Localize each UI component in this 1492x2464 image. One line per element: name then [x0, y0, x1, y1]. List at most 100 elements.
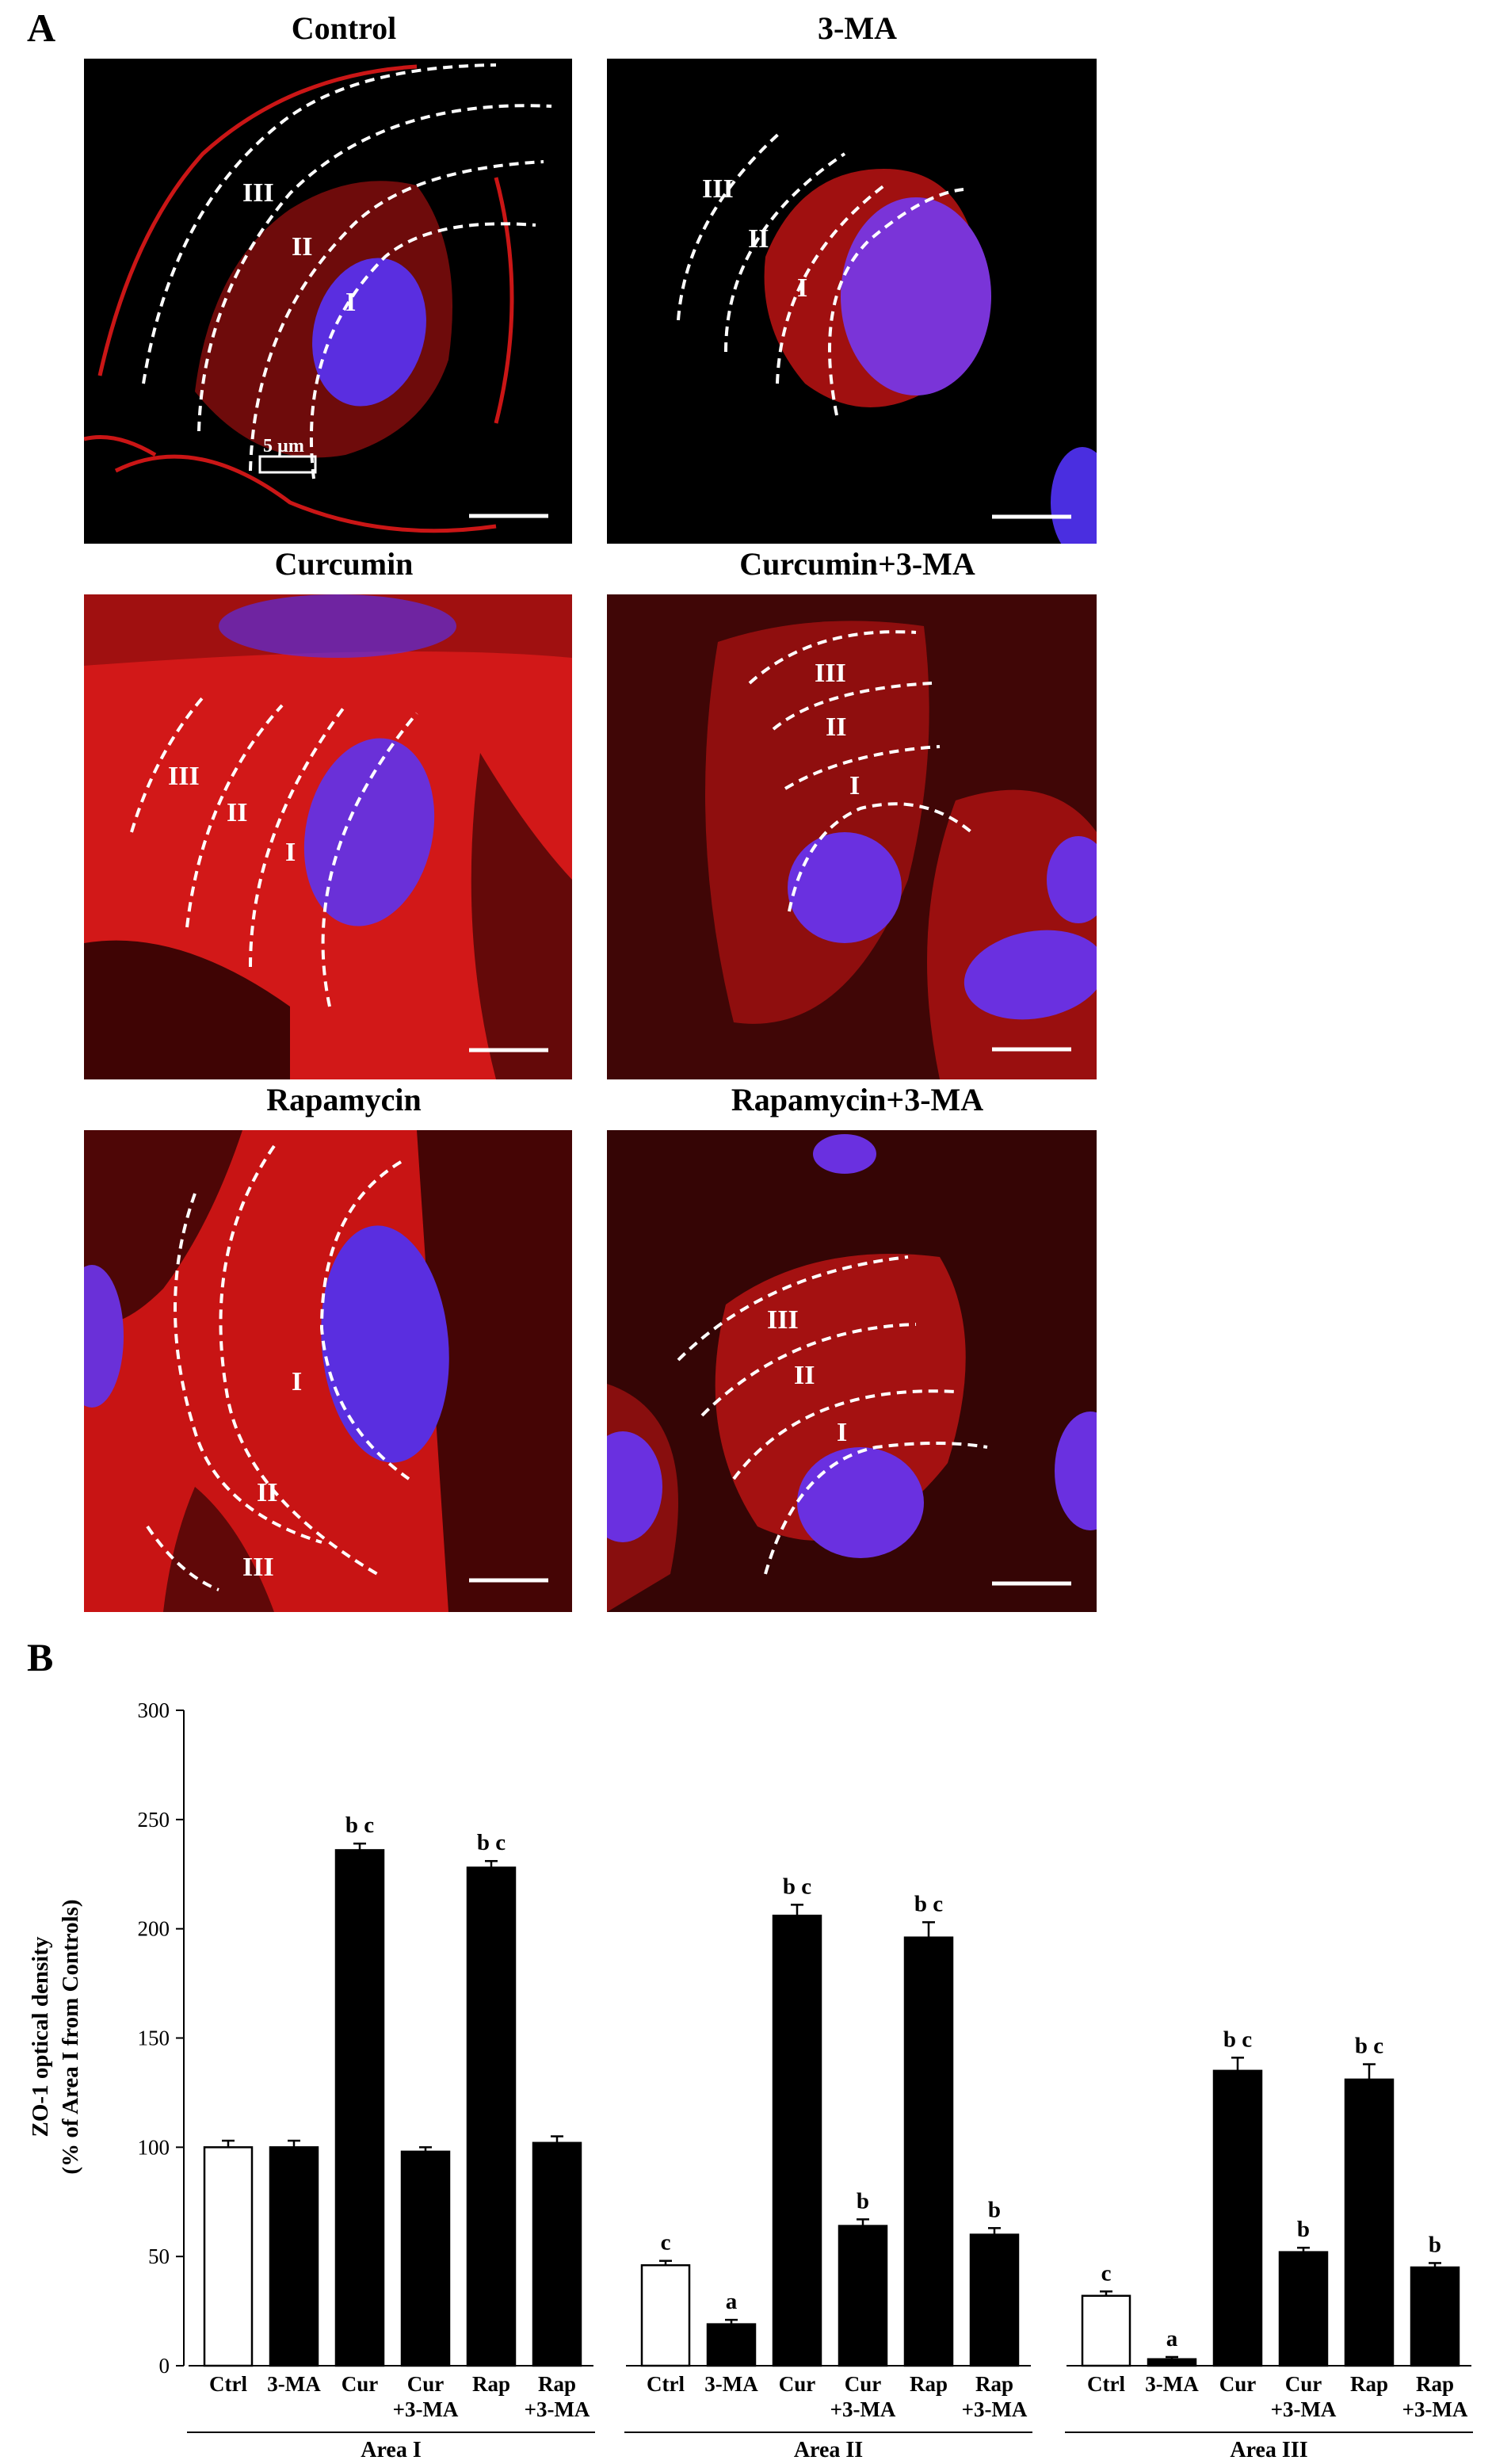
nucleus [312, 258, 426, 407]
category-label: +3-MA [525, 2397, 590, 2421]
nucleus [1047, 836, 1097, 923]
zone-label-ii: II [826, 712, 846, 742]
zone-label-iii: III [168, 762, 200, 791]
group-label: Area I [361, 2438, 421, 2462]
category-label: Ctrl [1087, 2372, 1125, 2396]
micrograph-title-curcumin-3ma: Curcumin+3-MA [739, 546, 975, 582]
category-label: Cur [779, 2372, 816, 2396]
category-label: Cur [342, 2372, 379, 2396]
scale-label: 5 µm [263, 436, 304, 457]
bar [838, 2225, 888, 2367]
category-label: Rap [472, 2372, 510, 2396]
category-label: Cur [1219, 2372, 1257, 2396]
nucleus [964, 930, 1097, 1020]
micrograph-rapamycin: I II III [84, 1130, 572, 1612]
category-label: Rap [1416, 2372, 1454, 2396]
y-tick-label: 300 [138, 1698, 170, 1722]
bar [772, 1914, 822, 2367]
y-tick-label: 150 [138, 2027, 170, 2050]
significance-label: b c [914, 1891, 943, 1916]
panel-letter-a: A [27, 6, 56, 50]
significance-label: b c [477, 1830, 506, 1855]
zone-label-ii: II [227, 798, 247, 827]
zone-label-i: I [849, 771, 860, 800]
nucleus [841, 197, 991, 395]
nucleus [813, 1134, 876, 1174]
bar [1410, 2266, 1460, 2367]
category-label: +3-MA [1271, 2397, 1337, 2421]
nucleus [321, 1225, 449, 1463]
y-tick-label: 0 [159, 2354, 170, 2378]
category-label: Ctrl [209, 2372, 247, 2396]
bar [1147, 2358, 1197, 2367]
micrograph-control: III II I 5 µm [84, 59, 572, 544]
group-label: Area II [794, 2438, 863, 2462]
y-tick-label: 100 [138, 2135, 170, 2159]
micrograph-rapamycin-3ma: III II I [607, 1130, 1097, 1612]
micrograph-title-curcumin: Curcumin [274, 546, 414, 582]
micrograph-title-control: Control [291, 10, 397, 46]
nucleus [84, 1265, 124, 1408]
y-tick-label: 50 [148, 2244, 170, 2268]
category-label: Rap [975, 2372, 1013, 2396]
bar [203, 2146, 254, 2367]
zone-label-ii: II [748, 224, 769, 254]
category-label: +3-MA [962, 2397, 1028, 2421]
category-label: Cur [407, 2372, 445, 2396]
category-label: Cur [845, 2372, 882, 2396]
bar [269, 2146, 319, 2367]
significance-label: b [1429, 2232, 1441, 2257]
y-tick-label: 200 [138, 1917, 170, 1941]
bar [903, 1936, 954, 2367]
zone-label-iii: III [242, 178, 274, 208]
zone-label-i: I [797, 273, 807, 303]
category-label: Ctrl [647, 2372, 685, 2396]
zone-label-i: I [285, 838, 296, 867]
significance-label: b c [783, 1874, 811, 1899]
nucleus [607, 1431, 662, 1542]
significance-label: b [988, 2197, 1001, 2222]
significance-label: c [1101, 2260, 1112, 2286]
bar [334, 1849, 385, 2367]
category-label: Rap [910, 2372, 948, 2396]
nucleus [788, 832, 902, 943]
group-label: Area III [1230, 2438, 1307, 2462]
nucleus [1051, 447, 1097, 544]
zone-label-iii: III [702, 174, 734, 204]
significance-label: a [726, 2289, 738, 2314]
significance-label: c [661, 2230, 671, 2256]
micrograph-curcumin: III II I [84, 594, 572, 1079]
significance-label: b c [1223, 2027, 1252, 2052]
category-label: 3-MA [267, 2372, 321, 2396]
nucleus [797, 1447, 924, 1558]
category-label: Cur [1285, 2372, 1322, 2396]
zone-label-ii: II [794, 1361, 815, 1390]
nucleus [303, 738, 435, 926]
scale-bracket [258, 455, 317, 474]
significance-label: b c [345, 1813, 374, 1838]
zone-label-i: I [345, 288, 356, 317]
nucleus [1055, 1412, 1097, 1530]
zone-label-i: I [292, 1367, 302, 1396]
zone-label-ii: II [292, 232, 312, 262]
category-label: 3-MA [1145, 2372, 1199, 2396]
significance-label: b [857, 2188, 869, 2214]
bar [400, 2150, 451, 2367]
significance-label: a [1166, 2326, 1178, 2351]
micrograph-3ma: III II I [607, 59, 1097, 544]
significance-label: b [1297, 2217, 1310, 2242]
bar [532, 2141, 582, 2367]
y-axis-label: ZO-1 optical density [28, 1936, 53, 2137]
bar [1081, 2294, 1131, 2367]
zone-label-ii: II [257, 1478, 277, 1507]
category-label: Rap [1350, 2372, 1388, 2396]
zone-label-i: I [837, 1418, 847, 1447]
y-axis-label-units: (% of Area I from Controls) [58, 1899, 83, 2174]
category-label: +3-MA [1402, 2397, 1468, 2421]
micrograph-title-3ma: 3-MA [818, 10, 897, 46]
panel-letter-b: B [27, 1635, 54, 1679]
zone-label-iii: III [767, 1305, 799, 1335]
bar [969, 2233, 1020, 2367]
y-tick-label: 250 [138, 1808, 170, 1832]
